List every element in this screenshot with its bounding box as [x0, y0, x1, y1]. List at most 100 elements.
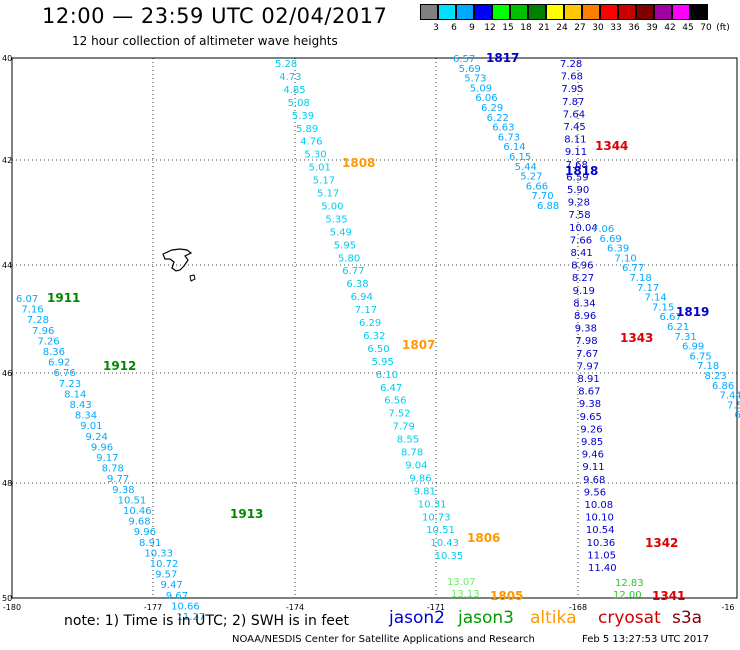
altika-value: 6.32 — [363, 331, 385, 342]
jason2-value: 5.73 — [464, 74, 486, 85]
lat-label: 50 — [2, 594, 12, 603]
track-label: 1818 — [565, 164, 598, 178]
track-label: 1344 — [595, 139, 628, 153]
jason2-value: 9.26 — [580, 424, 602, 435]
track-label: 1343 — [620, 331, 653, 345]
track-label: 1807 — [402, 338, 435, 352]
jason2-value: 10.54 — [586, 525, 615, 536]
scale-swatch — [672, 4, 690, 20]
jason3-value: 6.07 — [16, 294, 38, 305]
grid-lines — [12, 58, 737, 598]
jason3-value: 9.68 — [128, 517, 150, 528]
jason2-value: 7.66 — [570, 235, 592, 246]
jason2-value: 6.63 — [492, 123, 514, 134]
jason2-value: 6.99 — [682, 342, 704, 353]
track-label: 1341 — [652, 589, 685, 603]
legend-jason2: jason2 — [389, 608, 445, 628]
altika-value: 4.73 — [279, 72, 301, 83]
track-label: 1819 — [676, 305, 709, 319]
jason3-value: 9.17 — [96, 453, 118, 464]
jason2-value: 5.44 — [515, 162, 537, 173]
jason2-value: 10.10 — [585, 513, 614, 524]
jason2-value: 9.46 — [582, 450, 604, 461]
altika-value: 7.52 — [388, 409, 410, 420]
altika-value: 6.10 — [376, 370, 398, 381]
lat-label: 46 — [2, 369, 12, 378]
credit-text: NOAA/NESDIS Center for Satellite Applica… — [232, 634, 535, 645]
islet-shape — [189, 274, 196, 282]
jason2-value: 7.18 — [697, 361, 719, 372]
jason2-value: 5.90 — [567, 185, 589, 196]
jason2-value: 7.31 — [675, 332, 697, 343]
jason2-value: 7.44 — [720, 391, 740, 402]
altika-value: 5.17 — [317, 189, 339, 200]
jason3-value: 9.67 — [166, 591, 188, 602]
track-label: 1805 — [490, 589, 523, 603]
jason2-value: 6.15 — [509, 152, 531, 163]
jason2-value: 12.83 — [615, 578, 644, 589]
wave-height-tracks: 6.077.167.287.967.268.366.926.767.238.14… — [16, 54, 740, 623]
scale-unit: (ft) — [716, 23, 730, 33]
jason2-value: 8.91 — [578, 374, 600, 385]
track-label: 1912 — [103, 359, 136, 373]
jason3-value: 10.66 — [171, 601, 200, 612]
lon-label: -16 — [721, 603, 734, 612]
island-landmass — [162, 248, 196, 282]
scale-label: 18 — [520, 23, 532, 33]
altika-value: 5.00 — [321, 201, 343, 212]
jason3-value: 10.72 — [150, 559, 179, 570]
track-label: 1911 — [47, 291, 80, 305]
track-label: 1342 — [645, 536, 678, 550]
jason2-value: 7.98 — [575, 336, 597, 347]
jason2-value: 6.88 — [537, 201, 559, 212]
jason2-value: 11.05 — [587, 550, 616, 561]
jason2-value: 8.96 — [571, 261, 593, 272]
jason2-value: 12.00 — [613, 590, 642, 601]
jason2-value: 6.69 — [600, 234, 622, 245]
altika-value: 6.94 — [351, 292, 373, 303]
track-label: 1817 — [486, 51, 519, 65]
jason2-value: 7.17 — [637, 283, 659, 294]
scale-swatch — [438, 4, 456, 20]
jason3-value: 6.76 — [53, 368, 75, 379]
lat-label: 40 — [2, 54, 12, 63]
jason2-value: 6.73 — [498, 132, 520, 143]
jason2-value: 8.11 — [564, 135, 586, 146]
scale-swatch — [510, 4, 528, 20]
jason2-value: 9.38 — [575, 324, 597, 335]
jason3-value: 7.28 — [27, 315, 49, 326]
jason2-value: 7.45 — [564, 122, 586, 133]
altika-value: 5.39 — [292, 111, 314, 122]
scale-swatch — [456, 4, 474, 20]
scale-swatch — [546, 4, 564, 20]
timestamp: Feb 5 13:27:53 UTC 2017 — [582, 634, 709, 645]
scale-label: 39 — [646, 23, 658, 33]
jason3-value: 7.16 — [21, 305, 43, 316]
jason2-value: 6.77 — [622, 263, 644, 274]
scale-swatch — [690, 4, 708, 20]
scale-swatch — [474, 4, 492, 20]
scale-swatch — [636, 4, 654, 20]
altika-value: 5.35 — [325, 214, 347, 225]
page-title: 12:00 — 23:59 UTC 02/04/2017 — [42, 4, 388, 28]
jason2-value: 7.68 — [561, 72, 583, 83]
jason2-value: 8.96 — [574, 311, 596, 322]
jason3-value: 9.47 — [160, 580, 182, 591]
altika-value: 6.77 — [342, 266, 364, 277]
altika-value: 5.01 — [309, 163, 331, 174]
jason2-value: 10.04 — [569, 223, 598, 234]
scale-label: 9 — [469, 23, 475, 33]
altika-value: 6.38 — [346, 279, 368, 290]
altika-value: 6.29 — [359, 318, 381, 329]
jason3-value: 7.96 — [32, 326, 54, 337]
jason2-value: 7.95 — [561, 84, 583, 95]
jason2-value: 7.64 — [563, 109, 585, 120]
jason2-value: 6.57 — [453, 54, 475, 65]
track-time-labels: 1911 1912 1913 1808 1807 1806 1805 1817 1818 1819… — [47, 51, 709, 603]
jason2-value: 7.50 — [727, 400, 740, 411]
scale-label: 45 — [682, 23, 694, 33]
jason3-value: 8.43 — [70, 400, 92, 411]
altika-value: 9.86 — [409, 473, 431, 484]
jason3-value: 8.91 — [139, 538, 161, 549]
jason2-value: 9.65 — [580, 412, 602, 423]
